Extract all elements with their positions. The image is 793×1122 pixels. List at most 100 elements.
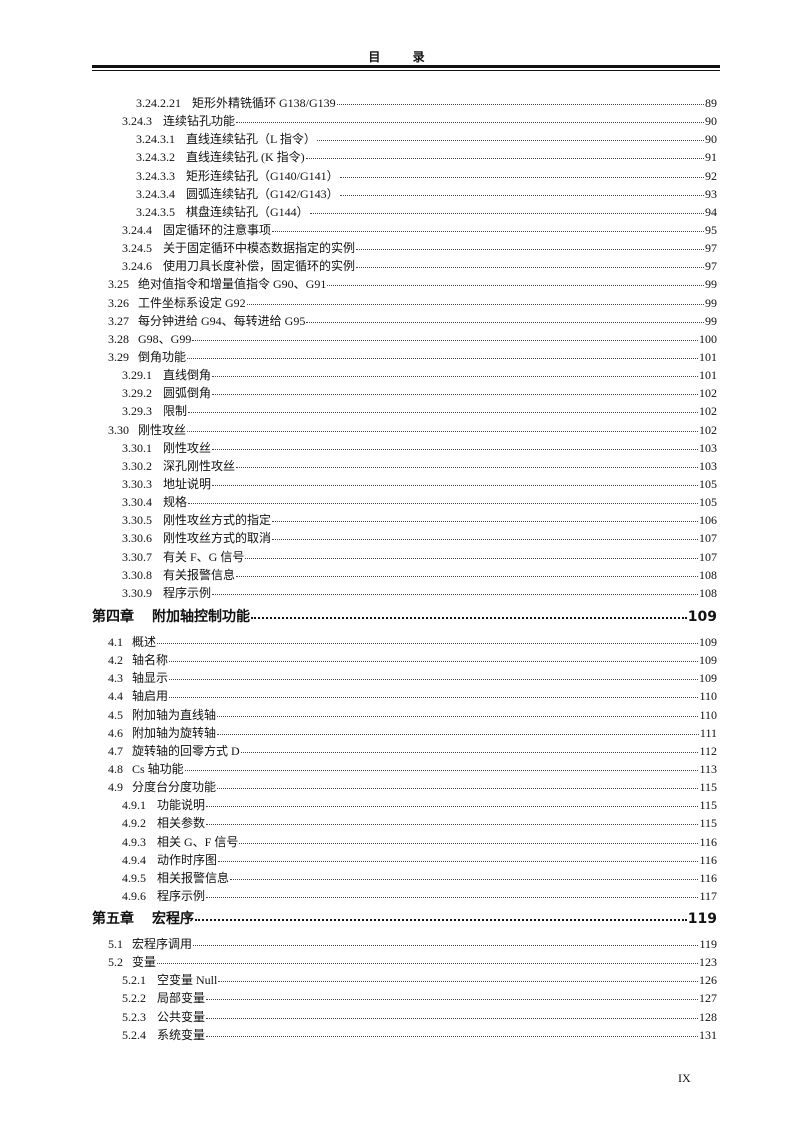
- toc-entry[interactable]: 4.9.3 相关 G、F 信号 116: [92, 833, 717, 851]
- dot-leader: [212, 376, 698, 378]
- entry-page: 102: [699, 386, 717, 401]
- toc-entry[interactable]: 3.26 工件坐标系设定 G92 99: [92, 294, 717, 312]
- entry-title: 使用刀具长度补偿，固定循环的实例: [163, 259, 356, 274]
- toc-entry[interactable]: 4.9.5 相关报警信息 116: [92, 869, 717, 887]
- entry-number: 3.29.3: [122, 404, 152, 419]
- toc-entry[interactable]: 4.3 轴显示 109: [92, 669, 717, 687]
- toc-entry[interactable]: 3.29 倒角功能 101: [92, 348, 717, 366]
- entry-page: 117: [699, 888, 717, 903]
- entry-number: 4.9.3: [122, 834, 146, 849]
- entry-title: 程序示例: [157, 888, 206, 903]
- toc-entry[interactable]: 4.9.6 程序示例 117: [92, 887, 717, 905]
- entry-title: 相关报警信息: [157, 870, 230, 885]
- toc-entry[interactable]: 3.29.1 直线倒角 101: [92, 366, 717, 384]
- toc-entry[interactable]: 3.24.5 关于固定循环中模态数据指定的实例 97: [92, 239, 717, 257]
- toc-entry[interactable]: 3.30.2 深孔刚性攻丝 103: [92, 457, 717, 475]
- dot-leader: [206, 896, 699, 898]
- toc-chapter-entry[interactable]: 第四章 附加轴控制功能 109: [92, 606, 717, 630]
- toc-entry[interactable]: 3.28 G98、G99 100: [92, 330, 717, 348]
- page-number: IX: [678, 1071, 691, 1085]
- toc-entry[interactable]: 3.24.3 连续钻孔功能 90: [92, 112, 717, 130]
- toc-entry[interactable]: 3.30.5 刚性攻丝方式的指定 106: [92, 511, 717, 529]
- toc-entry[interactable]: 3.30.8 有关报警信息 108: [92, 566, 717, 584]
- entry-title: G98、G99: [138, 331, 192, 346]
- entry-title: 刚性攻丝: [163, 440, 212, 455]
- toc-block-chapter3: 3.24.2.21 矩形外精铣循环 G138/G139 89 3.24.3 连续钻孔功能…: [92, 94, 717, 602]
- toc-entry[interactable]: 3.24.6 使用刀具长度补偿，固定循环的实例 97: [92, 257, 717, 275]
- toc-entry[interactable]: 3.24.4 固定循环的注意事项 95: [92, 221, 717, 239]
- toc-entry[interactable]: 4.7 旋转轴的回零方式 D 112: [92, 742, 717, 760]
- toc-entry[interactable]: 3.30.6 刚性攻丝方式的取消 107: [92, 529, 717, 547]
- entry-page: 95: [705, 222, 717, 237]
- toc-entry[interactable]: 3.24.3.2 直线连续钻孔 (K 指令) 91: [92, 148, 717, 166]
- toc-entry[interactable]: 3.29.3 限制 102: [92, 402, 717, 420]
- dot-leader: [193, 945, 699, 946]
- dot-leader: [169, 661, 698, 663]
- toc-entry[interactable]: 5.2.2 局部变量 127: [92, 989, 717, 1007]
- toc-entry[interactable]: 3.30.3 地址说明 105: [92, 475, 717, 493]
- entry-page: 115: [699, 780, 717, 795]
- dot-leader: [206, 999, 698, 1001]
- toc-entry[interactable]: 3.30.4 规格 105: [92, 493, 717, 511]
- entry-number: 3.29: [108, 349, 129, 364]
- toc-chapter-entry[interactable]: 第五章 宏程序 119: [92, 908, 717, 932]
- dot-leader: [316, 140, 704, 142]
- dot-leader: [230, 878, 699, 880]
- toc-entry[interactable]: 3.24.3.1 直线连续钻孔（L 指令） 90: [92, 130, 717, 148]
- dot-leader: [339, 194, 704, 196]
- header-rule-thick: [92, 65, 720, 68]
- toc-entry[interactable]: 4.8 Cs 轴功能 113: [92, 760, 717, 778]
- toc-entry[interactable]: 5.2.4 系统变量 131: [92, 1026, 717, 1044]
- toc-entry[interactable]: 3.30.7 有关 F、G 信号 107: [92, 548, 717, 566]
- entry-page: 110: [699, 689, 717, 704]
- entry-page: 112: [699, 743, 717, 758]
- entry-number: 5.2.4: [122, 1027, 146, 1042]
- entry-page: 128: [699, 1009, 717, 1024]
- entry-page: 109: [699, 671, 717, 686]
- dot-leader: [217, 733, 699, 735]
- dot-leader: [327, 285, 704, 287]
- entry-page: 101: [699, 368, 717, 383]
- toc-entry[interactable]: 3.29.2 圆弧倒角 102: [92, 384, 717, 402]
- toc-entry[interactable]: 3.24.3.3 矩形连续钻孔（G140/G141） 92: [92, 167, 717, 185]
- toc-entry[interactable]: 5.2.1 空变量 Null 126: [92, 971, 717, 989]
- entry-number: 3.27: [108, 313, 129, 328]
- toc-entry[interactable]: 5.1 宏程序调用 119: [92, 935, 717, 953]
- toc-entry[interactable]: 3.24.2.21 矩形外精铣循环 G138/G139 89: [92, 94, 717, 112]
- toc-entry[interactable]: 4.4 轴启用 110: [92, 687, 717, 705]
- toc-entry[interactable]: 3.25 绝对值指令和增量值指令 G90、G91 99: [92, 275, 717, 293]
- toc-entry[interactable]: 3.30.9 程序示例 108: [92, 584, 717, 602]
- toc-entry[interactable]: 3.30.1 刚性攻丝 103: [92, 439, 717, 457]
- toc-entry[interactable]: 4.9.1 功能说明 115: [92, 796, 717, 814]
- toc-entry[interactable]: 3.27 每分钟进给 G94、每转进给 G95 99: [92, 312, 717, 330]
- toc-entry[interactable]: 4.5 附加轴为直线轴 110: [92, 706, 717, 724]
- entry-number: 3.24.3: [122, 114, 152, 129]
- dot-leader: [239, 842, 699, 844]
- entry-title: 圆弧连续钻孔（G142/G143）: [186, 186, 339, 201]
- toc-entry[interactable]: 5.2 变量 123: [92, 953, 717, 971]
- toc-entry[interactable]: 4.6 附加轴为旋转轴 111: [92, 724, 717, 742]
- entry-page: 102: [699, 404, 717, 419]
- toc-entry[interactable]: 3.24.3.4 圆弧连续钻孔（G142/G143） 93: [92, 185, 717, 203]
- toc-entry[interactable]: 5.2.3 公共变量 128: [92, 1008, 717, 1026]
- toc-entry[interactable]: 4.9 分度台分度功能 115: [92, 778, 717, 796]
- entry-title: 轴启用: [132, 689, 169, 704]
- toc-entry[interactable]: 4.1 概述 109: [92, 633, 717, 651]
- entry-page: 99: [705, 295, 717, 310]
- entry-number: 3.28: [108, 331, 129, 346]
- toc-entry[interactable]: 3.30 刚性攻丝 102: [92, 421, 717, 439]
- toc-entry[interactable]: 4.9.4 动作时序图 116: [92, 851, 717, 869]
- entry-title: 矩形外精铣循环 G138/G139: [192, 96, 336, 110]
- toc-entry[interactable]: 4.2 轴名称 109: [92, 651, 717, 669]
- toc-entry[interactable]: 4.9.2 相关参数 115: [92, 814, 717, 832]
- entry-page: 91: [705, 150, 717, 165]
- entry-title: 每分钟进给 G94、每转进给 G95: [138, 313, 306, 328]
- entry-page: 116: [699, 852, 717, 867]
- entry-page: 106: [699, 513, 717, 528]
- toc-entry[interactable]: 3.24.3.5 棋盘连续钻孔（G144） 94: [92, 203, 717, 221]
- entry-title: 程序示例: [163, 585, 212, 600]
- entry-page: 108: [699, 567, 717, 582]
- dot-leader: [272, 521, 698, 523]
- entry-number: 5.2.3: [122, 1009, 146, 1024]
- dot-leader: [206, 824, 699, 826]
